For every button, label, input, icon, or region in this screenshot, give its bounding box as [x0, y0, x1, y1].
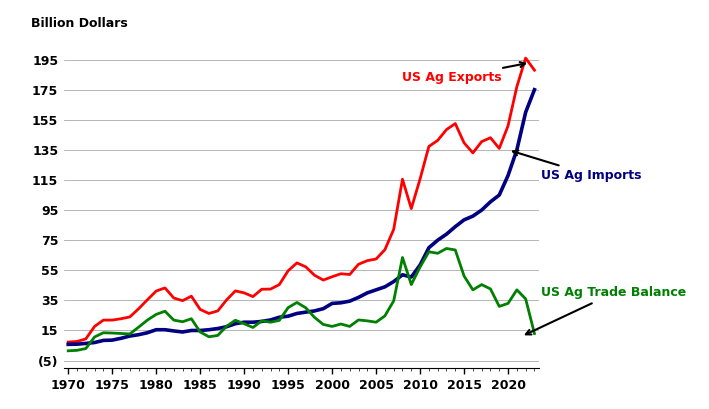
Text: US Ag Exports: US Ag Exports: [403, 62, 525, 84]
Text: Billion Dollars: Billion Dollars: [30, 17, 128, 30]
Text: US Ag Imports: US Ag Imports: [513, 151, 642, 182]
Text: US Ag Trade Balance: US Ag Trade Balance: [526, 286, 687, 335]
